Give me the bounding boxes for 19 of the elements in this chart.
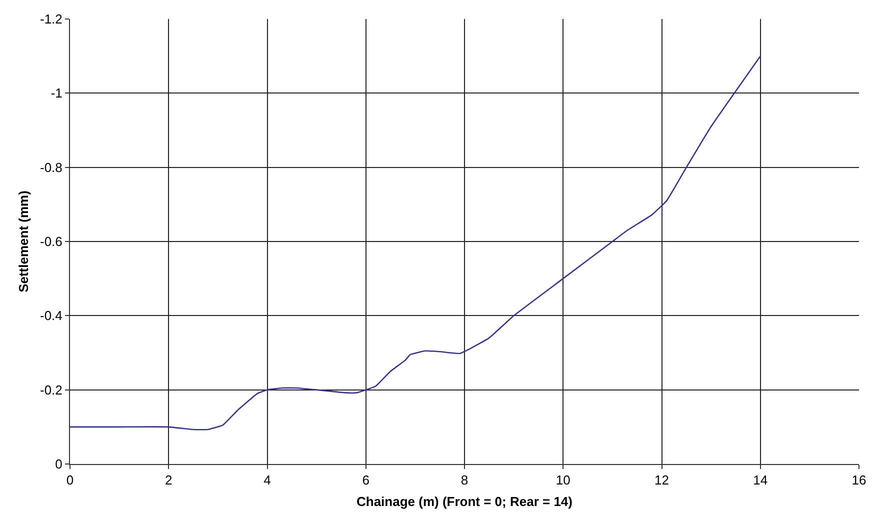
x-tick-label: 10 — [556, 472, 570, 488]
y-tick-label: -1.2 — [40, 12, 62, 27]
y-tick-label: -0.4 — [40, 308, 62, 324]
x-tick-label: 16 — [852, 472, 866, 488]
x-tick-label: 6 — [362, 472, 370, 488]
y-tick-label: -0.6 — [40, 234, 62, 250]
y-tick-label: -0.8 — [40, 160, 62, 175]
x-tick-label: 12 — [654, 472, 669, 488]
y-tick-label: 0 — [55, 456, 62, 472]
x-tick-label: 8 — [460, 472, 468, 488]
x-tick-label: 0 — [66, 472, 74, 488]
x-tick-label: 4 — [264, 472, 271, 488]
x-axis-title: Chainage (m) (Front = 0; Rear = 14) — [356, 494, 572, 510]
y-tick-label: -1 — [50, 86, 62, 101]
y-axis-title: Settlement (mm) — [16, 190, 31, 292]
x-tick-label: 2 — [165, 472, 172, 488]
x-tick-label: 14 — [753, 472, 768, 488]
line-series — [70, 55, 762, 430]
y-tick-label: -0.2 — [40, 382, 62, 398]
